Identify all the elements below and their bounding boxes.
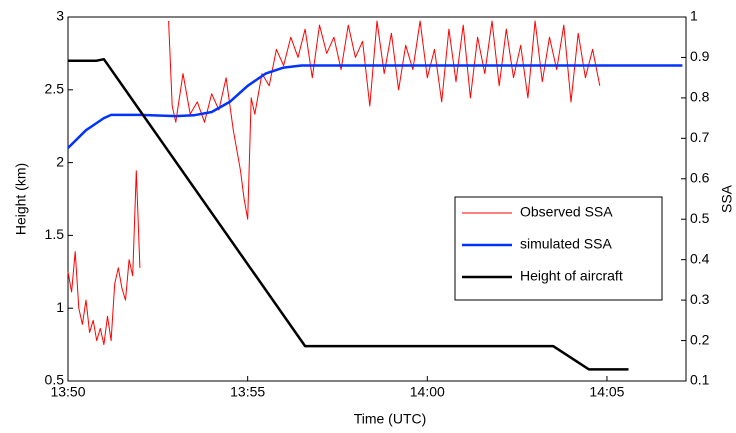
x-axis-label: Time (UTC) (354, 411, 427, 427)
x-tick-label: 14:00 (410, 384, 445, 400)
y2-tick-label: 0.4 (690, 250, 710, 266)
legend-label: Height of aircraft (520, 268, 623, 284)
y2-axis-label: SSA (719, 184, 735, 213)
series-line (67, 64, 683, 149)
y-tick-label: 2 (56, 153, 64, 169)
y2-tick-label: 0.8 (690, 89, 710, 105)
series-line (67, 20, 601, 346)
y-axis-label: Height (km) (13, 163, 29, 235)
x-tick-label: 13:55 (230, 384, 265, 400)
plot-frame (67, 16, 687, 382)
y-tick-label: 1.5 (45, 226, 65, 242)
legend-label: simulated SSA (520, 236, 612, 252)
y2-tick-label: 0.6 (690, 169, 710, 185)
y-tick-label: 0.5 (45, 372, 65, 388)
y-tick-label: 2.5 (45, 81, 65, 97)
y2-tick-label: 0.7 (690, 129, 710, 145)
series-line (68, 57, 629, 371)
y2-tick-label: 1 (690, 8, 698, 24)
x-tick-label: 14:05 (589, 384, 624, 400)
y2-tick-label: 0.9 (690, 48, 710, 64)
y2-tick-label: 0.5 (690, 210, 710, 226)
legend (454, 196, 663, 301)
y2-tick-label: 0.1 (690, 372, 710, 388)
y-tick-label: 1 (56, 299, 64, 315)
y2-tick-label: 0.3 (690, 291, 710, 307)
legend-label: Observed SSA (520, 204, 613, 220)
y2-tick-label: 0.2 (690, 331, 710, 347)
y-tick-label: 3 (56, 8, 64, 24)
x-tick-label: 13:50 (50, 384, 85, 400)
